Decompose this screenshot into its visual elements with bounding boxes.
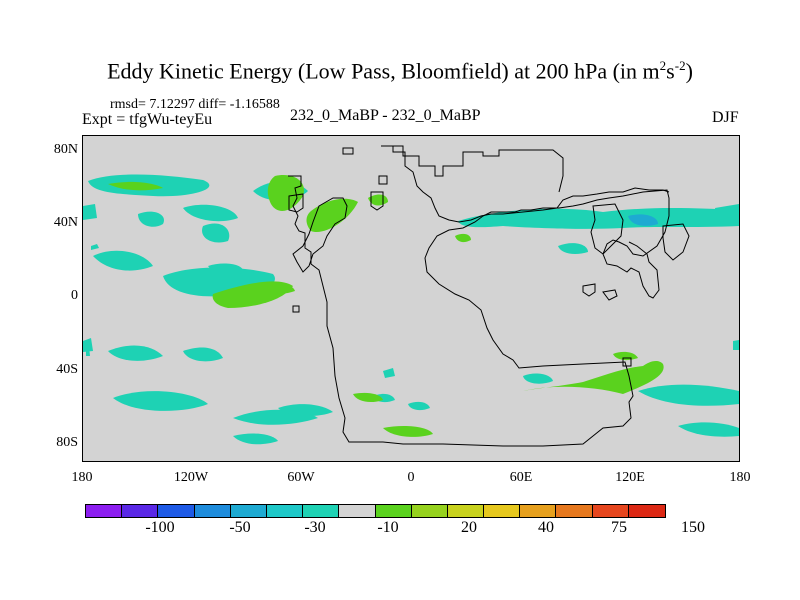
colorbar-swatch xyxy=(447,505,485,517)
lon-label: 180 xyxy=(729,470,751,485)
lon-label: 180 xyxy=(71,470,93,485)
colorbar-swatch xyxy=(628,505,665,517)
experiment-name: 232_0_MaBP - 232_0_MaBP xyxy=(290,107,481,124)
negative-anomaly-regions xyxy=(83,174,739,445)
colorbar-swatch xyxy=(230,505,267,517)
colorbar-label: -30 xyxy=(304,519,326,536)
colorbar-swatch xyxy=(194,505,231,517)
lat-label: 80N xyxy=(53,142,78,157)
plot-title: Eddy Kinetic Energy (Low Pass, Bloomfiel… xyxy=(107,58,693,84)
positive-anomaly-regions xyxy=(108,175,664,437)
rmsd-diff-stats: rmsd= 7.12297 diff= -1.16588 xyxy=(110,97,280,112)
colorbar-label: 75 xyxy=(611,519,627,536)
colorbar-swatch xyxy=(592,505,629,517)
experiment-id: Expt = tfgWu-teyEu xyxy=(82,111,213,128)
colorbar-swatch xyxy=(520,505,557,517)
map-canvas xyxy=(83,145,739,447)
colorbar-swatch xyxy=(411,505,448,517)
colorbar-swatch xyxy=(303,505,340,517)
colorbar-swatch xyxy=(158,505,195,517)
map-plot xyxy=(82,135,740,462)
colorbar xyxy=(85,504,666,518)
colorbar-swatch xyxy=(86,505,123,517)
lon-label: 120E xyxy=(615,470,645,485)
lat-label: 40S xyxy=(56,362,78,377)
colorbar-label: -50 xyxy=(229,519,251,536)
colorbar-swatch xyxy=(484,505,521,517)
lat-label: 80S xyxy=(56,435,78,450)
colorbar-label: 150 xyxy=(681,519,705,536)
colorbar-label: -100 xyxy=(145,519,175,536)
lon-label: 120W xyxy=(173,470,209,485)
lat-label: 40N xyxy=(53,215,78,230)
colorbar-swatch xyxy=(122,505,159,517)
lon-label: 60E xyxy=(509,470,533,485)
colorbar-swatch xyxy=(375,505,412,517)
colorbar-label: 20 xyxy=(461,519,477,536)
lon-label: 0 xyxy=(407,470,415,485)
colorbar-swatch xyxy=(339,505,376,517)
colorbar-swatch xyxy=(556,505,593,517)
colorbar-label: 40 xyxy=(538,519,554,536)
lat-label: 0 xyxy=(71,288,78,303)
lon-label: 60W xyxy=(287,470,315,485)
season-label: DJF xyxy=(712,109,739,126)
coastlines xyxy=(288,145,690,447)
colorbar-label: -10 xyxy=(377,519,399,536)
colorbar-swatch xyxy=(266,505,304,517)
